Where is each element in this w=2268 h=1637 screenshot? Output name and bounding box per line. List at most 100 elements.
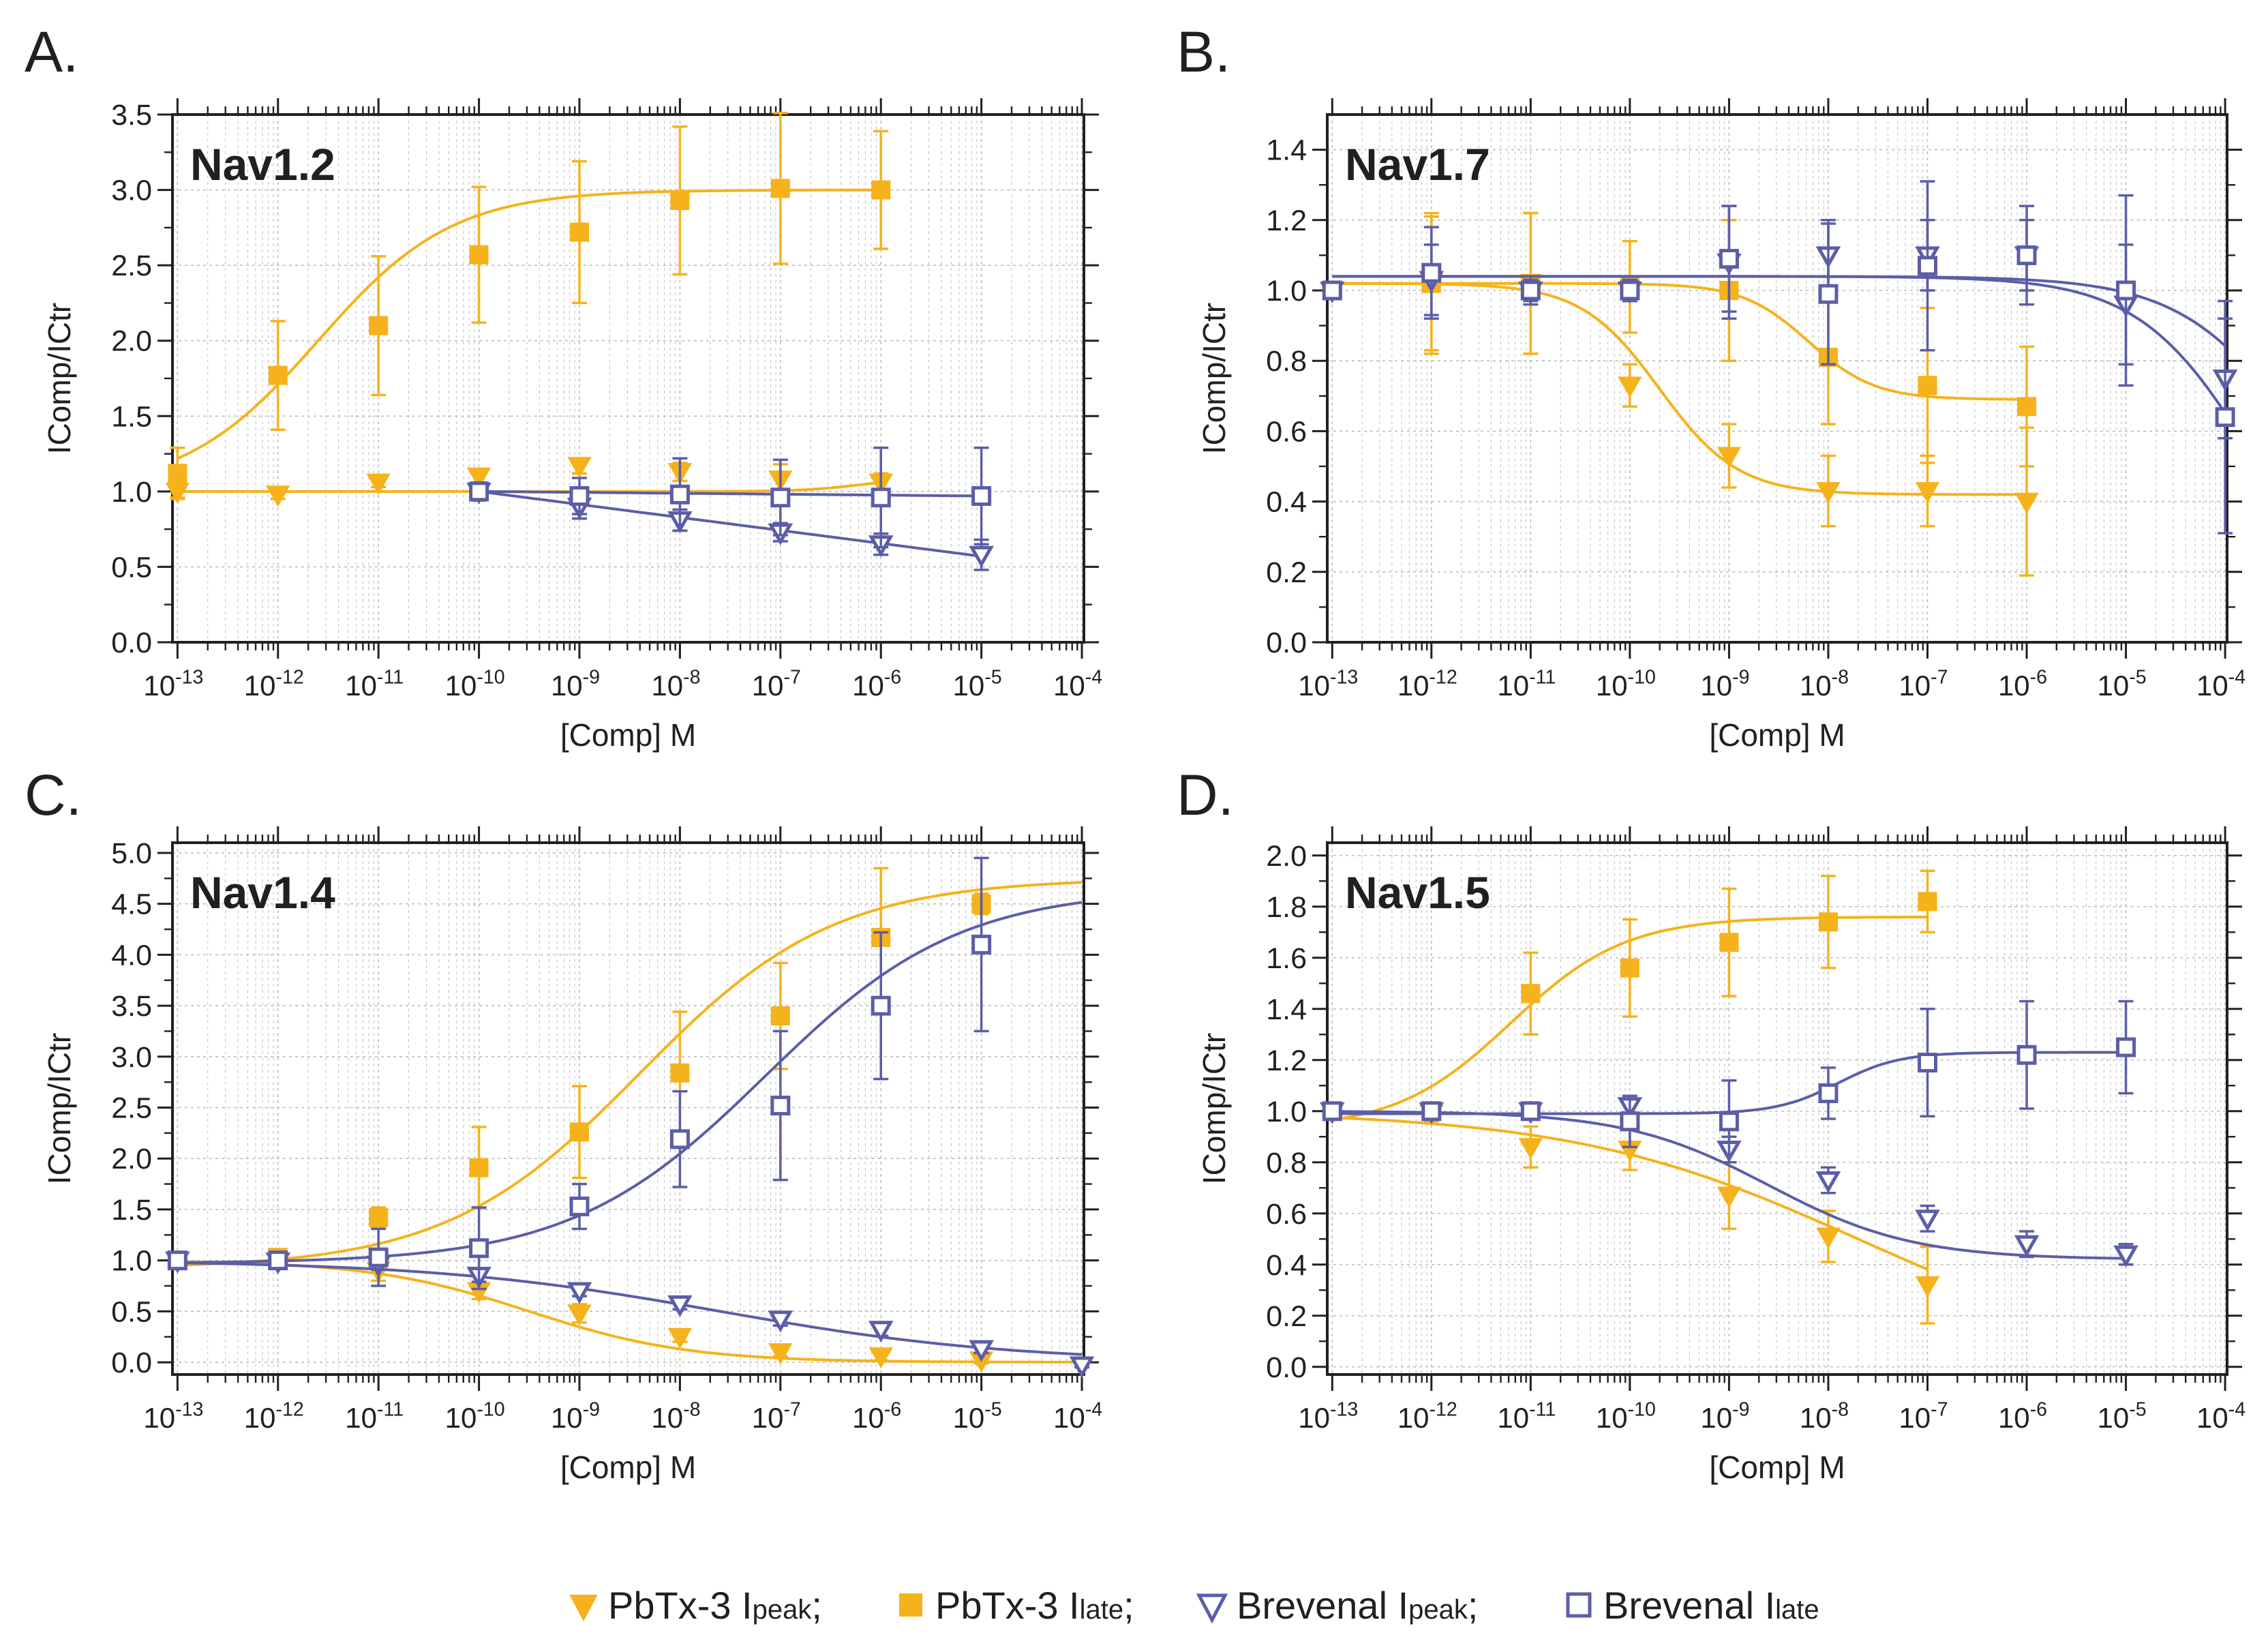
data-point (1322, 280, 1342, 301)
data-point (667, 1295, 693, 1317)
y-axis-label: IComp/ICtr (42, 303, 77, 454)
x-tick-label-exp: -13 (175, 1398, 203, 1420)
x-tick-label-exp: -5 (984, 1398, 1001, 1420)
x-tick-label-base: 10 (1899, 670, 1931, 702)
x-tick-label-exp: -9 (1732, 1398, 1749, 1420)
data-point (266, 485, 290, 507)
data-point (469, 1158, 489, 1177)
data-point (770, 1006, 790, 1026)
data-point (1521, 984, 1541, 1004)
fit-curve (1332, 275, 2226, 414)
data-point (1421, 1101, 1442, 1122)
x-tick-label-exp: -9 (583, 1398, 600, 1420)
x-tick-label: 10-12 (244, 666, 304, 702)
y-tick-label: 1.0 (111, 476, 152, 509)
x-tick-label: 10-12 (1397, 1398, 1457, 1434)
x-tick-label: 10-8 (1800, 1398, 1849, 1434)
x-tick-label-base: 10 (852, 670, 884, 702)
x-tick-label-base: 10 (1899, 1402, 1931, 1434)
y-tick-label: 1.0 (1266, 275, 1307, 307)
data-point (366, 473, 391, 495)
legend-label: Brevenal Ipeak; (1237, 1584, 1478, 1627)
x-tick-label-exp: -10 (477, 1398, 504, 1420)
x-tick-label: 10-7 (752, 1398, 801, 1434)
x-tick-label: 10-5 (953, 1398, 1002, 1434)
x-tick-label: 10-11 (345, 666, 404, 702)
data-point (168, 464, 187, 483)
data-point (1816, 1227, 1841, 1249)
x-tick-label-exp: -8 (683, 1398, 700, 1420)
x-tick-label-base: 10 (651, 1402, 683, 1434)
plot-frame (1326, 113, 2228, 644)
chart-title: Nav1.2 (190, 139, 335, 190)
legend-label-sep: ; (1123, 1584, 1134, 1627)
data-point (268, 1250, 288, 1271)
x-tick-label-exp: -6 (884, 1398, 901, 1420)
x-tick-label-base: 10 (752, 670, 784, 702)
data-point (768, 1343, 793, 1365)
series-brev_late (1322, 1000, 2136, 1164)
x-tick-label-exp: -12 (1430, 1398, 1457, 1420)
legend-item-brev_peak: Brevenal Ipeak; (1196, 1584, 1478, 1627)
x-tick-label-exp: -13 (175, 666, 203, 688)
legend-label-main: PbTx-3 I (608, 1584, 753, 1627)
data-point (871, 180, 891, 200)
x-tick-label: 10-11 (1497, 1398, 1556, 1434)
data-point (1620, 1111, 1640, 1132)
legend-label-sep: ; (1468, 1584, 1479, 1627)
chart-panel-nav1-2: A.10-13 10-12 10-11 10-10 10-9 10-8 10-7 10-6 10… (25, 20, 1102, 753)
x-tick-label-base: 10 (551, 670, 583, 702)
legend-label-main: PbTx-3 I (935, 1584, 1080, 1627)
x-tick-label-base: 10 (651, 670, 683, 702)
data-point (1918, 376, 1937, 395)
series-brev_peak (165, 1251, 1095, 1379)
x-tick-label: 10-7 (752, 666, 801, 702)
data-point (1719, 1111, 1739, 1132)
y-tick-label: 1.5 (111, 1194, 152, 1227)
x-tick-label: 10-9 (551, 1398, 600, 1434)
legend-symbol (1566, 1592, 1592, 1618)
x-tick-label-exp: -11 (1529, 1398, 1556, 1420)
x-tick-label: 10-6 (852, 666, 901, 702)
x-tick-label-exp: -6 (2030, 666, 2047, 688)
x-axis-label: [Comp] M (560, 1450, 696, 1485)
x-tick-label-base: 10 (143, 1402, 175, 1434)
data-point (466, 467, 492, 489)
y-tick-label: 4.5 (111, 888, 152, 921)
series-pbtx_late (168, 867, 1083, 1270)
data-point (567, 457, 592, 479)
x-tick-label-base: 10 (852, 1402, 884, 1434)
x-tick-label: 10-5 (2098, 1398, 2147, 1434)
y-tick-label: 3.0 (111, 175, 152, 207)
x-tick-label-base: 10 (1998, 670, 2030, 702)
fit-curve (479, 490, 982, 558)
x-tick-label-base: 10 (445, 1402, 477, 1434)
x-tick-label-base: 10 (1497, 670, 1529, 702)
data-point (2014, 1235, 2040, 1257)
y-tick-label: 3.0 (111, 1041, 152, 1074)
x-ticks (1331, 826, 2226, 1391)
data-point (1421, 262, 1442, 283)
data-point (2016, 1045, 2037, 1065)
y-tick-label: 3.5 (111, 990, 152, 1023)
x-tick-label-exp: -10 (1628, 1398, 1656, 1420)
x-tick-label-exp: -4 (1085, 666, 1103, 688)
x-tick-label-base: 10 (953, 1402, 985, 1434)
x-tick-label-exp: -12 (1430, 666, 1457, 688)
data-point (1518, 1138, 1543, 1160)
x-tick-label-exp: -6 (884, 666, 901, 688)
y-tick-label: 0.0 (111, 1347, 152, 1379)
x-tick-label-exp: -5 (2129, 666, 2146, 688)
data-point (268, 365, 288, 385)
data-point (1717, 1186, 1742, 1208)
data-point (1915, 1276, 1940, 1297)
data-point (1815, 1171, 1841, 1194)
y-tick-label: 1.5 (111, 400, 152, 433)
data-point (2116, 280, 2136, 301)
x-tick-label-base: 10 (1998, 1402, 2030, 1434)
x-tick-label: 10-10 (445, 666, 505, 702)
data-point (1069, 1356, 1095, 1379)
x-tick-label: 10-6 (1998, 1398, 2047, 1434)
y-tick-label: 1.8 (1266, 891, 1307, 924)
y-tick-label: 4.0 (111, 939, 152, 972)
